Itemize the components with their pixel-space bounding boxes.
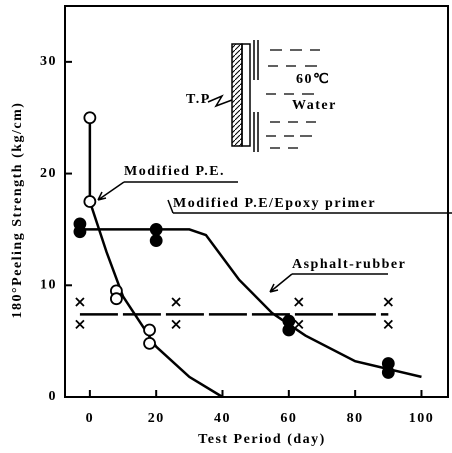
point — [282, 323, 296, 337]
point — [149, 223, 163, 236]
inset-label: Water — [292, 98, 337, 113]
point — [143, 336, 156, 350]
point — [73, 225, 87, 239]
y-axis-label: 180°Peeling Strength (kg/cm) — [10, 102, 25, 319]
x-marker — [75, 297, 85, 307]
point — [83, 195, 97, 208]
plot-frame — [64, 5, 449, 398]
x-tick-label: 40 — [214, 411, 231, 426]
series-label: Asphalt-rubber — [292, 257, 406, 272]
x-marker — [75, 319, 85, 330]
x-marker — [383, 319, 393, 330]
x-tick-label: 100 — [409, 411, 435, 426]
fit-curve — [79, 228, 422, 379]
inset-diagram — [207, 40, 320, 152]
y-tick-label: 10 — [40, 278, 57, 293]
y-tick-label: 20 — [40, 166, 57, 181]
x-axis-label: Test Period (day) — [198, 432, 326, 447]
series-label: Modified P.E/Epoxy primer — [173, 196, 376, 211]
x-marker — [171, 319, 181, 330]
x-tick-label: 80 — [347, 411, 364, 426]
x-tick-label: 20 — [148, 411, 165, 426]
x-tick-label: 60 — [280, 411, 297, 426]
inset-label: 60℃ — [296, 72, 330, 87]
x-tick-label: 0 — [86, 411, 95, 426]
x-marker — [294, 319, 304, 330]
series-label: Modified P.E. — [124, 164, 225, 179]
y-tick-label: 0 — [49, 389, 58, 404]
point — [381, 366, 395, 379]
inset-label: T.P — [186, 92, 211, 107]
leader-lines — [97, 181, 452, 293]
y-tick-label: 30 — [40, 54, 57, 69]
point — [143, 323, 156, 337]
point — [109, 292, 123, 306]
point — [83, 111, 97, 125]
x-marker — [383, 297, 393, 307]
point — [149, 234, 163, 248]
x-marker — [294, 297, 304, 307]
x-marker — [171, 297, 181, 307]
fit-curve — [88, 117, 224, 399]
